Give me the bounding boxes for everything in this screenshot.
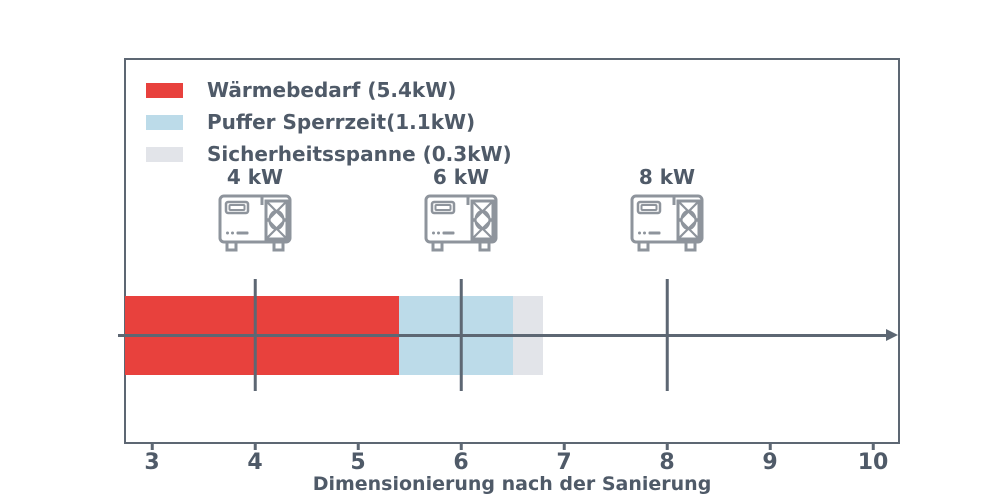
x-tick: [562, 444, 566, 450]
legend-item-waermebedarf: Wärmebedarf (5.4kW): [146, 74, 512, 106]
x-tick-label: 6: [453, 450, 469, 475]
x-tick-label: 5: [350, 450, 366, 475]
axis-arrow-line: [118, 334, 890, 337]
legend: Wärmebedarf (5.4kW) Puffer Sperrzeit(1.1…: [146, 74, 512, 170]
x-tick: [356, 444, 360, 450]
axis-arrowhead: [886, 329, 898, 341]
legend-swatch-sicherheitsspanne: [146, 146, 183, 162]
x-axis-title: Dimensionierung nach der Sanierung: [312, 473, 712, 495]
pump-label-8kw: 8 kW: [638, 165, 696, 189]
x-tick: [253, 444, 257, 450]
legend-label-waermebedarf: Wärmebedarf (5.4kW): [207, 78, 457, 102]
x-tick: [768, 444, 772, 450]
legend-item-sicherheitsspanne: Sicherheitsspanne (0.3kW): [146, 138, 512, 170]
pump-label-6kw: 6 kW: [432, 165, 490, 189]
legend-swatch-puffer-sperrzeit: [146, 114, 183, 130]
heat-pump-icon: [421, 192, 501, 254]
legend-label-puffer-sperrzeit: Puffer Sperrzeit(1.1kW): [207, 110, 476, 134]
heat-pump-icon: [215, 192, 295, 254]
x-tick-label: 3: [144, 450, 160, 475]
legend-swatch-waermebedarf: [146, 82, 183, 98]
legend-item-puffer-sperrzeit: Puffer Sperrzeit(1.1kW): [146, 106, 512, 138]
x-tick-label: 4: [247, 450, 263, 475]
x-tick-label: 10: [857, 450, 889, 475]
x-tick-label: 8: [659, 450, 675, 475]
x-tick: [871, 444, 875, 450]
x-tick: [150, 444, 154, 450]
pump-label-4kw: 4 kW: [226, 165, 284, 189]
heat-pump-icon: [627, 192, 707, 254]
x-tick-label: 7: [556, 450, 572, 475]
plot-area: [124, 58, 900, 444]
x-tick-label: 9: [762, 450, 778, 475]
x-tick: [459, 444, 463, 450]
legend-label-sicherheitsspanne: Sicherheitsspanne (0.3kW): [207, 142, 512, 166]
x-tick: [665, 444, 669, 450]
